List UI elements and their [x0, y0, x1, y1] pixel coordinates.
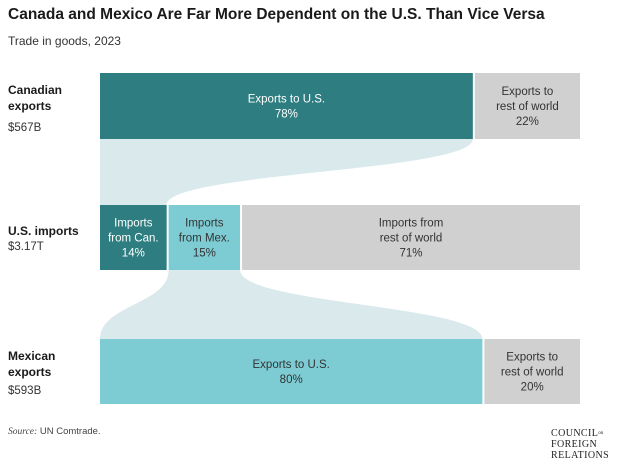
label-mx-us-line2: 80% [280, 374, 303, 386]
logo-line2: FOREIGN [551, 439, 598, 450]
label-us-mex-line3: 15% [193, 248, 216, 260]
flow-us-mex-to-mx-us [100, 270, 483, 339]
label-mx-us-line1: Exports to U.S. [253, 359, 330, 371]
row-label-canada-line2: exports [8, 99, 52, 113]
label-us-row-line2: rest of world [380, 233, 443, 245]
row-label-mexico: Mexican exports [8, 348, 55, 380]
label-us-mex: Imports from Mex. 15% [179, 218, 230, 260]
flow-layer [100, 139, 483, 339]
label-ca-row-line1: Exports to [502, 86, 554, 98]
label-mx-row-line1: Exports to [506, 352, 558, 364]
label-us-can-line3: 14% [122, 248, 145, 260]
row-label-mexico-line2: exports [8, 365, 52, 379]
row-label-canada-line1: Canadian [8, 83, 63, 97]
chart-title: Canada and Mexico Are Far More Dependent… [8, 6, 545, 23]
bar-us-can [100, 205, 167, 270]
bar-us-row [242, 205, 581, 270]
bar-ca-row [474, 73, 580, 139]
source-note: Source: UN Comtrade. [8, 426, 101, 437]
row-total-canada: $567B [8, 122, 42, 134]
label-us-can-line2: from Can. [108, 233, 159, 245]
bar-us-mex [168, 205, 241, 270]
row-total-us: $3.17T [8, 241, 44, 253]
label-us-mex-line1: Imports [185, 218, 224, 230]
row-label-us-line1: U.S. imports [8, 224, 79, 238]
label-ca-us-line1: Exports to U.S. [248, 94, 325, 106]
label-mx-row-line3: 20% [521, 382, 544, 394]
source-text: UN Comtrade. [39, 426, 101, 437]
label-ca-us-line2: 78% [275, 109, 298, 121]
label-mx-us: Exports to U.S. 80% [253, 359, 330, 386]
bar-ca-us [100, 73, 473, 139]
label-ca-row-line2: rest of world [496, 101, 559, 113]
bar-mx-row [484, 339, 580, 404]
label-us-row-line3: 71% [400, 248, 423, 260]
label-us-row: Imports from rest of world 71% [379, 218, 444, 260]
logo-line1: COUNCIL [551, 428, 599, 439]
logo-line3: RELATIONS [551, 450, 610, 461]
label-ca-row: Exports to rest of world 22% [496, 86, 559, 128]
label-us-can: Imports from Can. 14% [108, 218, 159, 260]
label-us-mex-line2: from Mex. [179, 233, 230, 245]
label-ca-us: Exports to U.S. 78% [248, 94, 325, 121]
label-mx-row-line2: rest of world [501, 367, 564, 379]
label-us-can-line1: Imports [114, 218, 153, 230]
label-us-row-line1: Imports from [379, 218, 444, 230]
label-mx-row: Exports to rest of world 20% [501, 352, 564, 394]
source-label: Source: [8, 427, 38, 437]
cfr-logo: COUNCILon FOREIGN RELATIONS [551, 428, 609, 461]
flow-ca-us-to-us-can [100, 139, 473, 205]
logo-on: on [598, 431, 604, 436]
row-label-mexico-line1: Mexican [8, 349, 56, 363]
bar-mx-us [100, 339, 483, 404]
row-total-mexico: $593B [8, 385, 42, 397]
row-label-canada: Canadian exports [8, 82, 62, 114]
chart-subtitle: Trade in goods, 2023 [8, 34, 121, 48]
label-ca-row-line3: 22% [516, 116, 539, 128]
row-label-us: U.S. imports [8, 223, 79, 239]
